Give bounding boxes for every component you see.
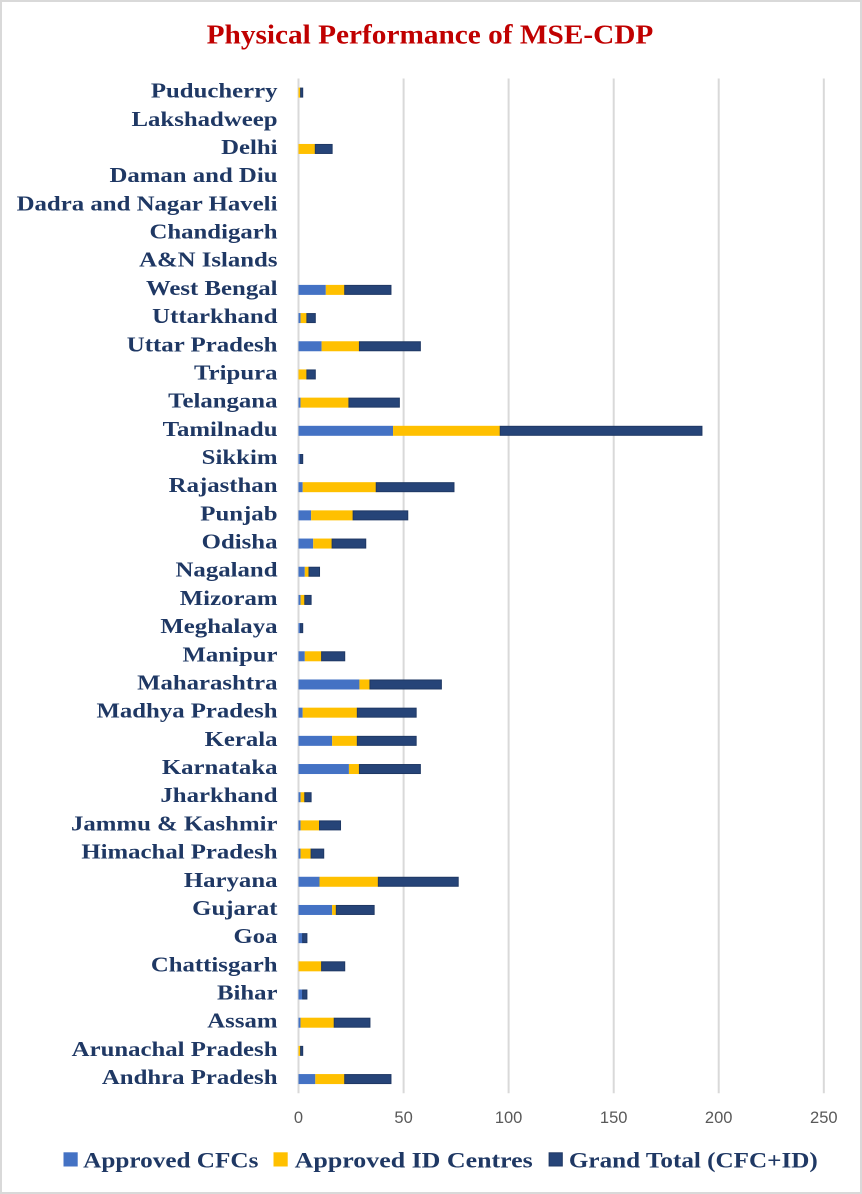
svg-text:Delhi: Delhi xyxy=(221,135,278,159)
svg-text:Kerala: Kerala xyxy=(205,727,278,751)
svg-text:Puducherry: Puducherry xyxy=(151,79,278,103)
svg-text:Gujarat: Gujarat xyxy=(192,896,277,920)
svg-text:Approved ID Centres: Approved ID Centres xyxy=(295,1147,533,1172)
svg-text:150: 150 xyxy=(600,1109,628,1127)
svg-text:Telangana: Telangana xyxy=(168,389,278,413)
svg-text:Chattisgarh: Chattisgarh xyxy=(151,952,278,976)
svg-text:Sikkim: Sikkim xyxy=(202,445,278,469)
svg-text:Andhra Pradesh: Andhra Pradesh xyxy=(102,1065,278,1089)
svg-text:Karnataka: Karnataka xyxy=(162,755,278,779)
svg-text:Uttarkhand: Uttarkhand xyxy=(152,304,278,328)
svg-text:Rajasthan: Rajasthan xyxy=(169,473,278,497)
svg-text:Mizoram: Mizoram xyxy=(180,586,278,610)
svg-text:Lakshadweep: Lakshadweep xyxy=(132,107,278,131)
svg-text:Arunachal Pradesh: Arunachal Pradesh xyxy=(72,1037,278,1061)
svg-text:A&N Islands: A&N Islands xyxy=(139,248,277,272)
svg-text:Dadra and Nagar Haveli: Dadra and Nagar Haveli xyxy=(17,191,278,215)
svg-text:Jharkhand: Jharkhand xyxy=(160,783,277,807)
svg-text:Manipur: Manipur xyxy=(183,642,278,666)
svg-text:Haryana: Haryana xyxy=(184,868,278,892)
svg-text:Maharashtra: Maharashtra xyxy=(137,670,278,694)
svg-text:Daman and Diu: Daman and Diu xyxy=(110,163,278,187)
svg-text:Jammu & Kashmir: Jammu & Kashmir xyxy=(71,811,278,835)
svg-text:Tripura: Tripura xyxy=(194,360,278,384)
svg-text:West Bengal: West Bengal xyxy=(146,276,278,300)
svg-text:Approved CFCs: Approved CFCs xyxy=(83,1147,258,1172)
svg-text:0: 0 xyxy=(294,1109,303,1127)
svg-text:200: 200 xyxy=(705,1109,733,1127)
svg-text:Chandigarh: Chandigarh xyxy=(150,220,278,244)
svg-text:50: 50 xyxy=(394,1109,412,1127)
svg-text:Tamilnadu: Tamilnadu xyxy=(163,417,278,441)
svg-text:Uttar Pradesh: Uttar Pradesh xyxy=(127,332,278,356)
svg-text:Assam: Assam xyxy=(207,1009,278,1033)
svg-text:Physical Performance of MSE-CD: Physical Performance of MSE-CDP xyxy=(207,19,654,50)
svg-text:Goa: Goa xyxy=(234,924,279,948)
svg-text:Punjab: Punjab xyxy=(200,501,277,525)
svg-text:250: 250 xyxy=(810,1109,838,1127)
svg-text:100: 100 xyxy=(495,1109,523,1127)
svg-text:Odisha: Odisha xyxy=(202,530,278,554)
svg-text:Meghalaya: Meghalaya xyxy=(160,614,278,638)
svg-text:Bihar: Bihar xyxy=(217,981,278,1005)
svg-text:Madhya Pradesh: Madhya Pradesh xyxy=(97,699,278,723)
svg-text:Grand Total (CFC+ID): Grand Total (CFC+ID) xyxy=(569,1147,818,1172)
svg-text:Himachal Pradesh: Himachal Pradesh xyxy=(81,840,277,864)
svg-text:Nagaland: Nagaland xyxy=(176,558,278,582)
